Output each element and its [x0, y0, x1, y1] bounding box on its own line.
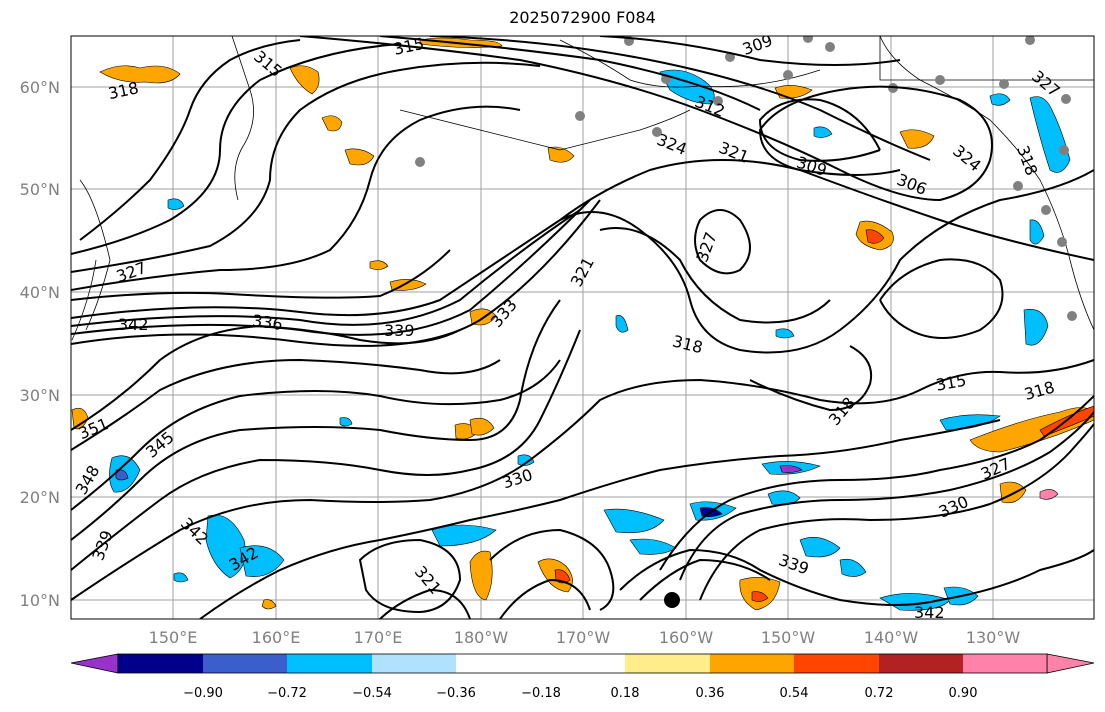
- lon-label: 160°W: [659, 628, 714, 647]
- colorbar-outline: [117, 653, 1048, 674]
- lon-label: 150°W: [761, 628, 816, 647]
- lon-label: 180°W: [454, 628, 509, 647]
- colorbar-bin: [963, 654, 1047, 673]
- colorbar-bin: [203, 654, 287, 673]
- shaded-patches: [71, 37, 1094, 611]
- colorbar-extend-low: [70, 653, 119, 674]
- lat-label: 50°N: [20, 180, 60, 199]
- colorbar-bin: [794, 654, 879, 673]
- lat-label: 30°N: [20, 386, 60, 405]
- colorbar-tick-label: 0.72: [865, 686, 894, 701]
- lon-label: 130°W: [966, 628, 1021, 647]
- colorbar-tick-label: 0.36: [696, 686, 725, 701]
- contour-label: 339: [384, 321, 415, 340]
- colorbar-bin: [879, 654, 963, 673]
- colorbar-bin: [541, 654, 625, 673]
- storm-center-marker: [664, 592, 680, 608]
- contour-label: 336: [251, 311, 284, 334]
- colorbar-tick-label: −0.18: [521, 686, 561, 701]
- lon-label: 160°E: [252, 628, 301, 647]
- colorbar-extend-high: [1046, 653, 1095, 674]
- colorbar-bin: [625, 654, 710, 673]
- lat-label: 10°N: [20, 591, 60, 610]
- lat-label: 60°N: [20, 78, 60, 97]
- colorbar-bin: [456, 654, 541, 673]
- lon-label: 150°E: [149, 628, 198, 647]
- colorbar-tick-label: 0.18: [611, 686, 640, 701]
- colorbar-tick-label: −0.72: [267, 686, 307, 701]
- colorbar-tick-label: 0.90: [949, 686, 978, 701]
- lon-label: 170°E: [354, 628, 403, 647]
- colorbar-bin: [710, 654, 794, 673]
- contour-label: 342: [914, 603, 945, 622]
- colorbar-bin: [118, 654, 203, 673]
- lon-label: 170°W: [556, 628, 611, 647]
- longitude-labels: 150°E 160°E 170°E 180°W 170°W 160°W 150°…: [149, 628, 1021, 647]
- colorbar-bin: [287, 654, 372, 673]
- contours: [71, 36, 1094, 619]
- lat-label: 20°N: [20, 488, 60, 507]
- colorbar-bin: [372, 654, 456, 673]
- colorbar-tick-label: −0.54: [352, 686, 392, 701]
- lon-label: 140°W: [864, 628, 919, 647]
- latitude-labels: 10°N 20°N 30°N 40°N 50°N 60°N: [20, 78, 60, 610]
- map-title: 2025072900 F084: [509, 8, 656, 27]
- contour-label: 315: [392, 34, 426, 59]
- colorbar-tick-label: 0.54: [780, 686, 809, 701]
- map-contents: 315 315 318 309 306 324 321 327 312 327 …: [71, 34, 1094, 622]
- lat-label: 40°N: [20, 283, 60, 302]
- colorbar: −0.90 −0.72 −0.54 −0.36 −0.18 0.18 0.36 …: [70, 653, 1095, 701]
- coastlines: [71, 36, 1094, 341]
- colorbar-tick-label: −0.90: [183, 686, 223, 701]
- colorbar-tick-label: −0.36: [436, 686, 476, 701]
- map-frame: [70, 35, 1095, 620]
- contour-label: 342: [118, 315, 149, 334]
